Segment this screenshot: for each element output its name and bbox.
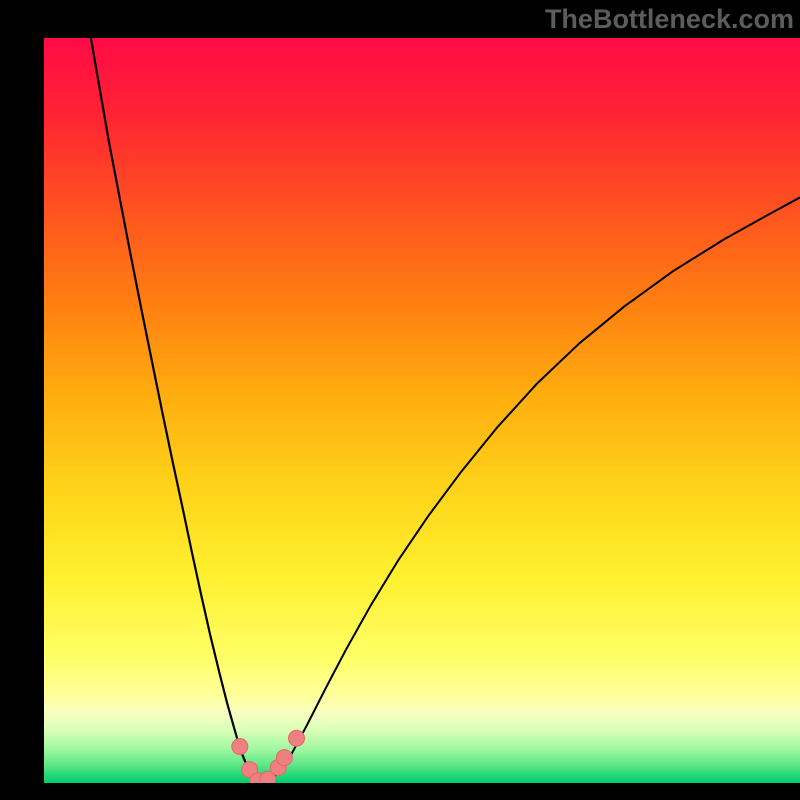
curve-left_branch [91, 38, 264, 783]
marker-point-6 [289, 730, 305, 746]
bottleneck-curve-plot [0, 0, 800, 800]
watermark-text: TheBottleneck.com [545, 4, 794, 35]
marker-point-5 [276, 750, 292, 766]
curve-right_branch [264, 197, 800, 783]
marker-point-0 [232, 738, 248, 754]
